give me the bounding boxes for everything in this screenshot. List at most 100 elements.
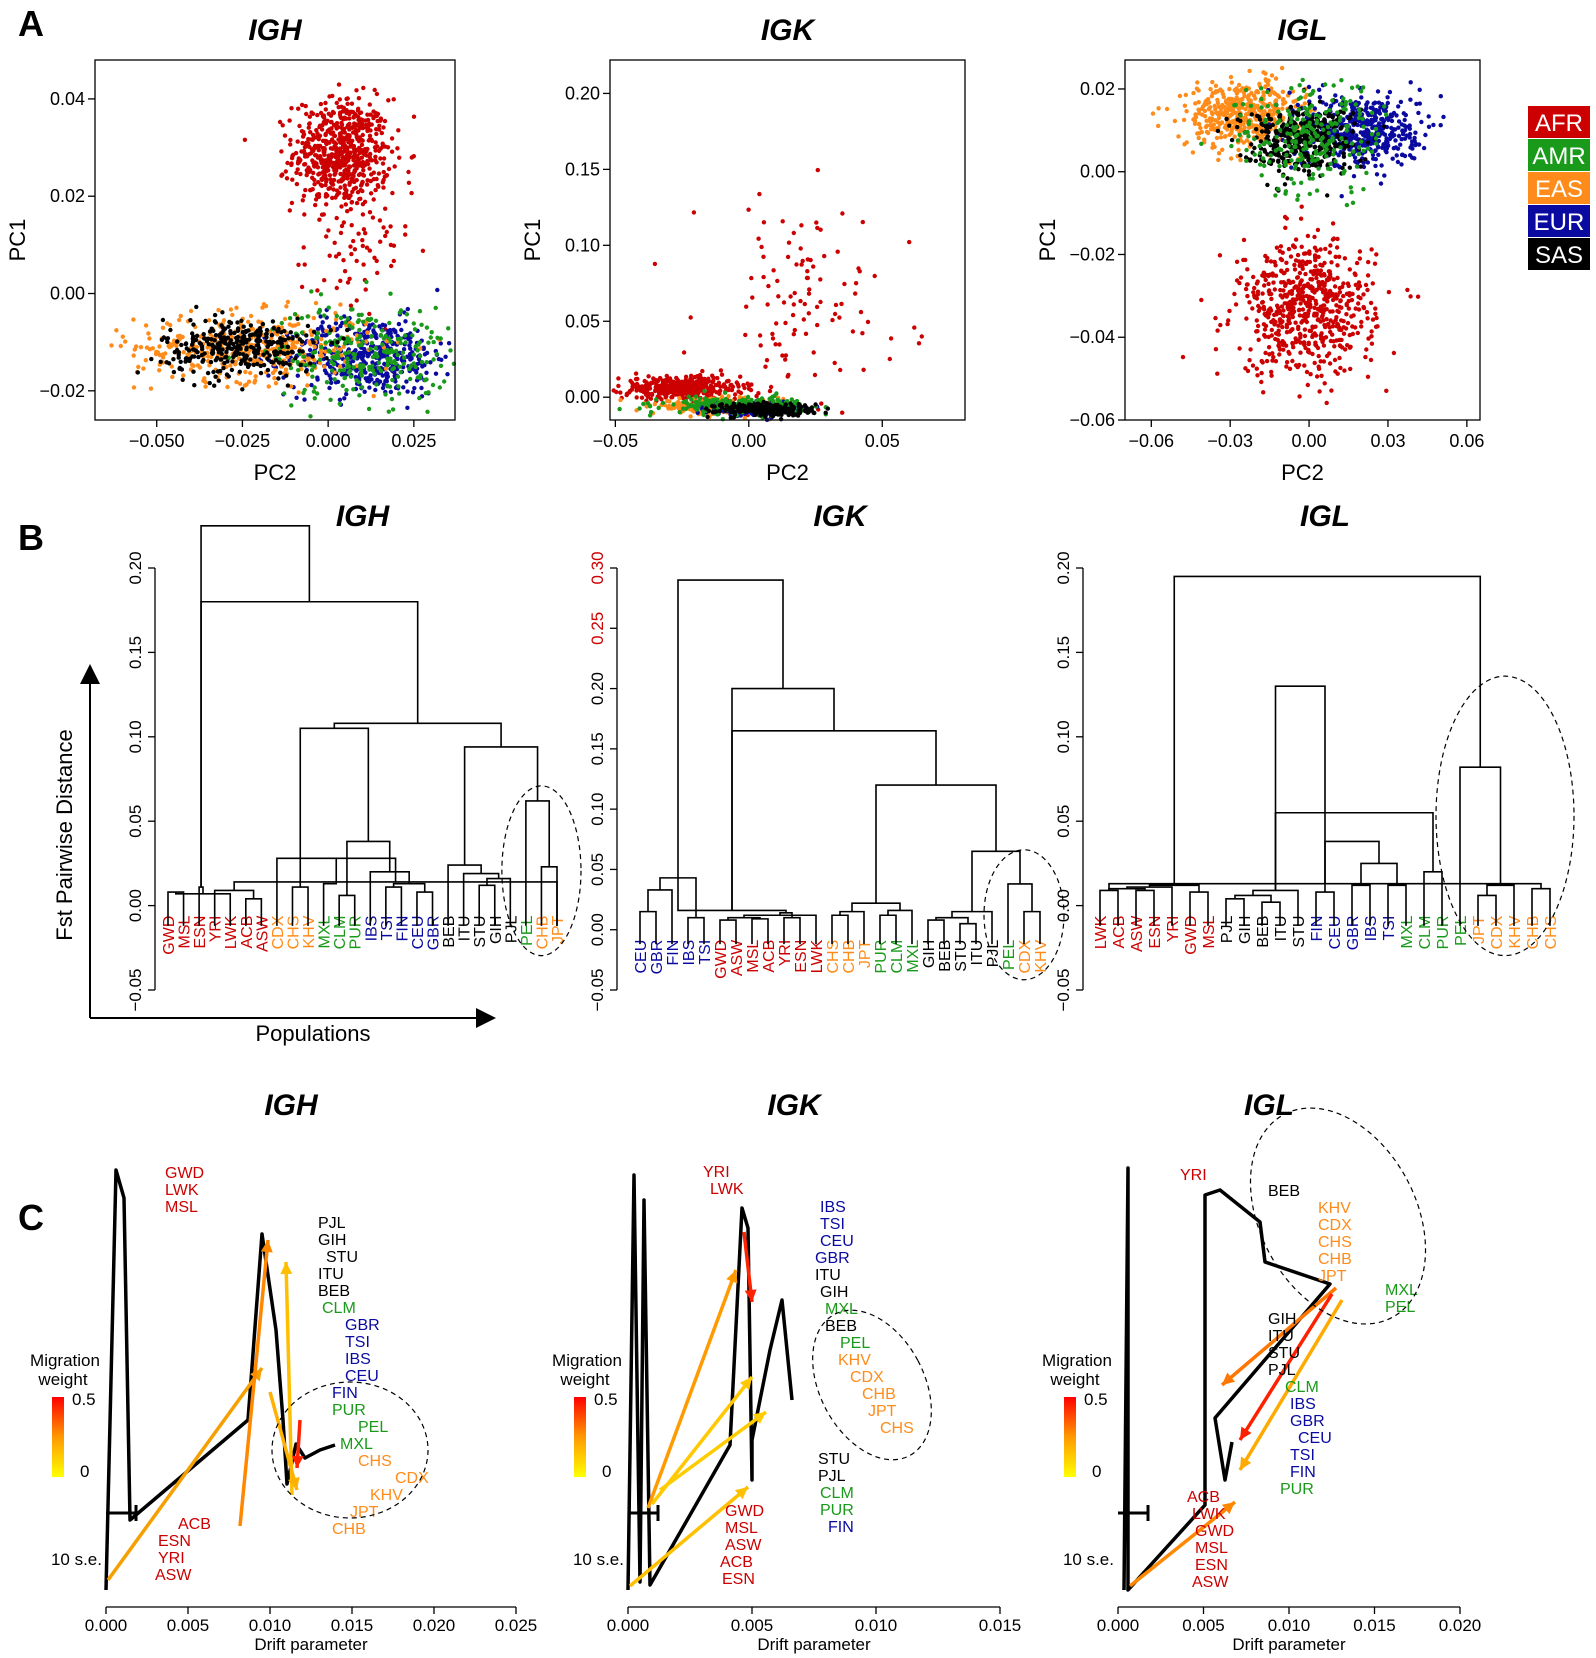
point-afr — [719, 372, 725, 377]
point-afr — [327, 94, 332, 99]
point-afr — [1297, 282, 1303, 287]
point-eur — [388, 389, 394, 395]
point-afr — [1281, 308, 1286, 313]
point-afr — [1335, 263, 1340, 268]
point-afr — [1308, 284, 1314, 289]
point-sas — [264, 350, 270, 355]
point-afr — [766, 283, 771, 289]
point-afr — [1243, 286, 1249, 292]
point-afr — [1311, 288, 1316, 294]
point-amr — [301, 354, 307, 359]
point-afr — [1330, 292, 1336, 297]
point-afr — [1270, 271, 1275, 276]
point-eas — [1229, 112, 1235, 117]
point-sas — [251, 346, 256, 351]
point-eas — [1229, 80, 1235, 85]
point-afr — [1314, 301, 1319, 306]
point-afr — [324, 234, 329, 239]
point-sas — [813, 402, 818, 407]
point-afr — [1255, 323, 1261, 329]
point-afr — [343, 202, 348, 207]
point-afr — [780, 219, 785, 224]
point-afr — [320, 170, 326, 175]
point-eas — [1254, 89, 1259, 95]
point-sas — [308, 361, 313, 366]
point-eas — [1302, 101, 1308, 106]
point-afr — [1265, 272, 1270, 278]
point-afr — [1296, 308, 1302, 313]
point-afr — [1273, 263, 1278, 268]
point-afr — [634, 381, 640, 387]
point-afr — [1297, 270, 1303, 276]
point-afr — [1337, 343, 1343, 348]
point-afr — [317, 171, 322, 176]
point-afr — [406, 169, 411, 175]
point-afr — [355, 161, 360, 167]
point-afr — [368, 112, 373, 117]
point-eur — [445, 372, 450, 377]
point-eur — [315, 377, 320, 382]
point-afr — [1267, 352, 1272, 357]
point-eur — [373, 387, 378, 393]
point-afr — [305, 141, 311, 146]
point-afr — [1323, 292, 1329, 297]
point-afr — [1328, 329, 1333, 335]
point-amr — [312, 385, 317, 390]
point-eas — [1207, 116, 1213, 121]
point-sas — [705, 414, 710, 420]
point-eur — [385, 371, 390, 376]
point-amr — [789, 397, 794, 402]
point-eur — [266, 373, 271, 378]
point-afr — [1337, 285, 1343, 291]
point-sas — [221, 365, 226, 371]
point-afr — [888, 336, 894, 341]
point-afr — [1321, 307, 1326, 313]
point-afr — [1301, 251, 1307, 256]
point-afr — [353, 155, 358, 160]
point-amr — [704, 397, 710, 403]
point-afr — [1357, 249, 1363, 254]
point-afr — [1298, 216, 1304, 221]
point-afr — [308, 187, 314, 193]
point-afr — [389, 136, 395, 141]
point-afr — [1408, 294, 1413, 299]
point-afr — [764, 358, 770, 363]
point-afr — [1293, 237, 1299, 242]
point-afr — [785, 374, 790, 379]
point-afr — [1326, 269, 1332, 274]
point-amr — [368, 316, 374, 322]
point-afr — [1365, 316, 1370, 321]
point-amr — [364, 279, 369, 285]
point-afr — [353, 185, 359, 190]
point-sas — [254, 343, 260, 348]
point-afr — [328, 120, 334, 125]
point-afr — [1263, 277, 1268, 283]
point-afr — [360, 202, 366, 207]
point-sas — [261, 352, 266, 357]
point-afr — [327, 173, 333, 178]
point-sas — [754, 406, 760, 411]
point-afr — [818, 299, 823, 305]
point-afr — [1245, 267, 1250, 272]
point-sas — [183, 341, 189, 346]
point-eur — [405, 405, 410, 410]
point-eas — [120, 334, 126, 339]
point-afr — [1241, 257, 1246, 263]
point-afr — [811, 350, 816, 355]
point-eas — [248, 313, 254, 319]
point-afr — [332, 140, 337, 145]
point-afr — [375, 270, 380, 276]
point-afr — [1306, 308, 1311, 314]
point-afr — [738, 374, 743, 379]
point-afr — [1251, 274, 1256, 280]
point-sas — [823, 410, 828, 415]
point-afr — [1356, 301, 1361, 306]
point-amr — [302, 387, 307, 393]
point-afr — [835, 249, 840, 254]
point-amr — [372, 371, 377, 376]
point-afr — [1276, 323, 1281, 328]
point-amr — [408, 376, 413, 382]
point-sas — [231, 354, 236, 360]
scatter-points — [611, 167, 924, 422]
point-afr — [373, 111, 379, 116]
